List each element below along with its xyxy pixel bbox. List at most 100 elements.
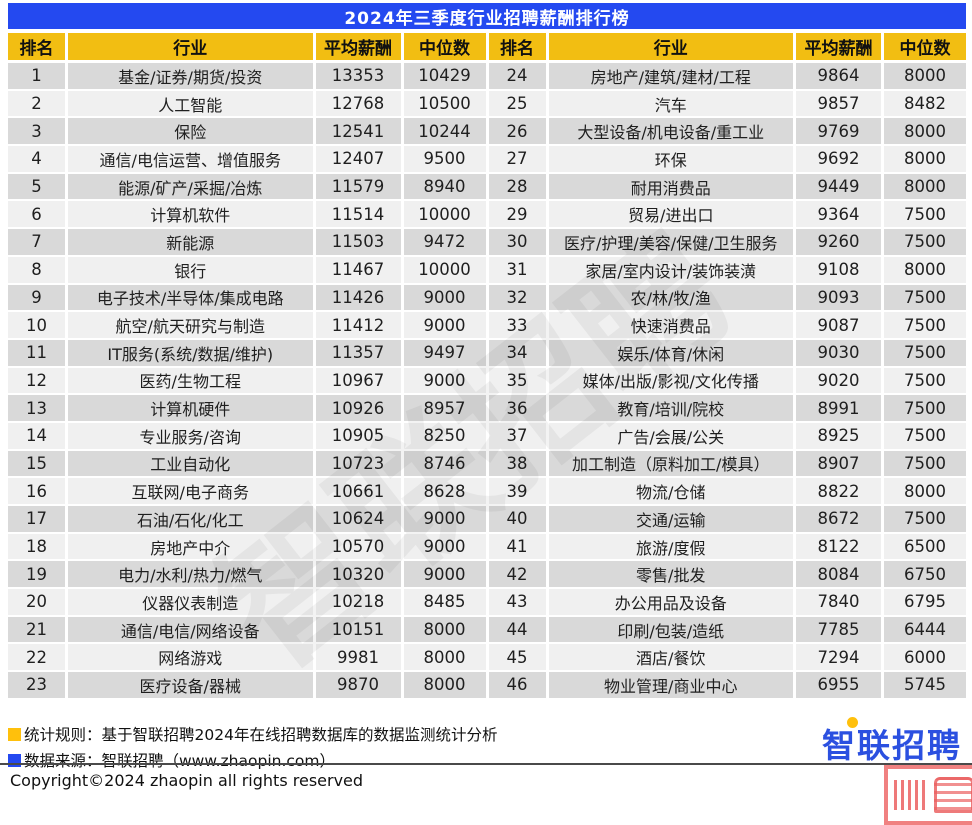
rank-cell: 3 — [8, 118, 65, 145]
median-cell: 8000 — [884, 118, 966, 145]
seal-glyph-right — [934, 777, 972, 813]
median-cell: 9500 — [403, 146, 486, 172]
industry-cell: 电子技术/半导体/集成电路 — [68, 284, 313, 311]
industry-cell: 计算机软件 — [68, 201, 313, 228]
rank-cell: 26 — [488, 118, 546, 145]
median-cell: 6000 — [884, 644, 966, 671]
gold-legend-square-icon — [8, 727, 21, 741]
industry-cell: 房地产/建筑/建材/工程 — [548, 63, 793, 89]
table-row: 5 能源/矿产/采掘/冶炼 11579 8940 — [8, 173, 486, 200]
avg-salary-cell: 11503 — [315, 229, 401, 255]
rank-cell: 6 — [8, 201, 65, 228]
industry-cell: 能源/矿产/采掘/冶炼 — [68, 173, 313, 200]
table-row: 32 农/林/牧/渔 9093 7500 — [488, 284, 966, 311]
avg-salary-cell: 9981 — [315, 644, 401, 671]
avg-salary-cell: 8907 — [796, 450, 881, 477]
avg-salary-cell: 9864 — [796, 63, 881, 89]
median-cell: 9497 — [403, 339, 486, 366]
rank-cell: 21 — [8, 616, 65, 643]
table-row: 16 互联网/电子商务 10661 8628 — [8, 478, 486, 504]
avg-salary-cell: 7785 — [796, 616, 881, 643]
table-row: 35 媒体/出版/影视/文化传播 9020 7500 — [488, 367, 966, 394]
median-cell: 6500 — [884, 533, 966, 560]
avg-salary-cell: 10151 — [315, 616, 401, 643]
table-row: 20 仪器仪表制造 10218 8485 — [8, 589, 486, 615]
industry-cell: 医药/生物工程 — [68, 367, 313, 394]
industry-cell: 娱乐/体育/休闲 — [548, 339, 793, 366]
median-cell: 7500 — [884, 506, 966, 532]
salary-ranking-infographic: 2024年三季度行业招聘薪酬排行榜 排名 行业 平均薪酬 中位数 1 基金/证券/… — [0, 3, 972, 825]
median-cell: 6444 — [884, 616, 966, 643]
rank-cell: 11 — [8, 339, 65, 366]
salary-table-left: 排名 行业 平均薪酬 中位数 1 基金/证券/期货/投资 13353 10429 2 人工… — [8, 33, 486, 700]
table-row: 39 物流/仓储 8822 8000 — [488, 478, 966, 504]
rank-cell: 44 — [488, 616, 546, 643]
industry-cell: 大型设备/机电设备/重工业 — [548, 118, 793, 145]
industry-cell: 环保 — [548, 146, 793, 172]
rank-cell: 32 — [488, 284, 546, 311]
avg-salary-cell: 11467 — [315, 256, 401, 283]
median-column-header: 中位数 — [403, 33, 486, 60]
rank-cell: 40 — [488, 506, 546, 532]
table-row: 1 基金/证券/期货/投资 13353 10429 — [8, 63, 486, 89]
industry-cell: 通信/电信运营、增值服务 — [68, 146, 313, 172]
table-row: 8 银行 11467 10000 — [8, 256, 486, 283]
avg-salary-cell: 10624 — [315, 506, 401, 532]
table-row: 29 贸易/进出口 9364 7500 — [488, 201, 966, 228]
rank-cell: 31 — [488, 256, 546, 283]
table-row: 23 医疗设备/器械 9870 8000 — [8, 672, 486, 698]
rank-cell: 14 — [8, 422, 65, 449]
median-cell: 8000 — [884, 256, 966, 283]
footer: 统计规则：基于智联招聘2024年在线招聘数据库的数据监测统计分析 数据来源：智联… — [8, 721, 964, 773]
rank-cell: 13 — [8, 395, 65, 421]
median-cell: 7500 — [884, 284, 966, 311]
table-row: 18 房地产中介 10570 9000 — [8, 533, 486, 560]
avg-salary-cell: 10967 — [315, 367, 401, 394]
median-cell: 8000 — [403, 616, 486, 643]
median-cell: 8000 — [884, 146, 966, 172]
rank-cell: 4 — [8, 146, 65, 172]
table-row: 41 旅游/度假 8122 6500 — [488, 533, 966, 560]
avg-salary-cell: 11412 — [315, 312, 401, 338]
industry-cell: 快速消费品 — [548, 312, 793, 338]
median-cell: 9000 — [403, 312, 486, 338]
table-header-right: 排名 行业 平均薪酬 中位数 — [488, 33, 966, 60]
median-cell: 8485 — [403, 589, 486, 615]
avg-salary-cell: 8122 — [796, 533, 881, 560]
avg-salary-cell: 9857 — [796, 90, 881, 117]
rank-cell: 39 — [488, 478, 546, 504]
rank-cell: 8 — [8, 256, 65, 283]
industry-cell: 新能源 — [68, 229, 313, 255]
industry-cell: 医疗设备/器械 — [68, 672, 313, 698]
avg-salary-cell: 10661 — [315, 478, 401, 504]
median-column-header: 中位数 — [884, 33, 966, 60]
median-cell: 6795 — [884, 589, 966, 615]
rank-cell: 27 — [488, 146, 546, 172]
rank-cell: 17 — [8, 506, 65, 532]
data-source-note: 数据来源：智联招聘（www.zhaopin.com） — [8, 747, 964, 773]
median-cell: 7500 — [884, 201, 966, 228]
industry-cell: 旅游/度假 — [548, 533, 793, 560]
table-row: 28 耐用消费品 9449 8000 — [488, 173, 966, 200]
table-row: 36 教育/培训/院校 8991 7500 — [488, 395, 966, 421]
median-cell: 10244 — [403, 118, 486, 145]
table-row: 14 专业服务/咨询 10905 8250 — [8, 422, 486, 449]
footer-divider — [0, 763, 972, 765]
copyright-text: Copyright©2024 zhaopin all rights reserv… — [10, 771, 364, 790]
table-row: 46 物业管理/商业中心 6955 5745 — [488, 672, 966, 698]
rank-cell: 23 — [8, 672, 65, 698]
table-row: 43 办公用品及设备 7840 6795 — [488, 589, 966, 615]
median-cell: 9472 — [403, 229, 486, 255]
page-title: 2024年三季度行业招聘薪酬排行榜 — [8, 3, 966, 29]
median-cell: 10000 — [403, 256, 486, 283]
median-cell: 7500 — [884, 339, 966, 366]
rank-cell: 38 — [488, 450, 546, 477]
avg-salary-cell: 9030 — [796, 339, 881, 366]
rank-cell: 2 — [8, 90, 65, 117]
avg-salary-cell: 9449 — [796, 173, 881, 200]
industry-cell: 办公用品及设备 — [548, 589, 793, 615]
seal-glyph-left — [894, 780, 928, 810]
industry-cell: 耐用消费品 — [548, 173, 793, 200]
table-row: 42 零售/批发 8084 6750 — [488, 561, 966, 588]
avg-salary-cell: 12768 — [315, 90, 401, 117]
